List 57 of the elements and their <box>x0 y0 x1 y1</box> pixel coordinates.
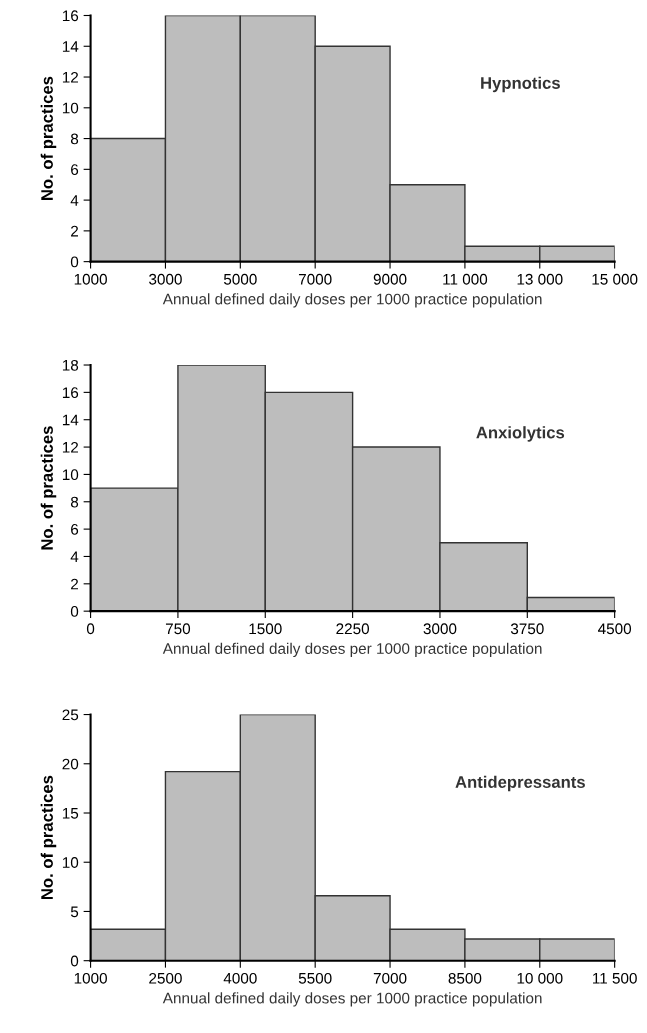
y-tick-label: 12 <box>62 71 79 83</box>
y-tick-label: 12 <box>62 441 79 453</box>
x-tick-label: 750 <box>165 623 191 635</box>
x-tick-label: 2500 <box>149 972 182 984</box>
x-tick-label: 2250 <box>336 623 370 635</box>
text: Antidepressants <box>455 775 585 792</box>
y-axis-title: No. of practices <box>40 426 57 550</box>
y-tick-label: 2 <box>71 578 79 590</box>
y-tick-label: 6 <box>71 523 79 535</box>
x-tick-label: 13 000 <box>517 273 563 285</box>
x-axis-title: Annual defined daily doses per 1000 practice population <box>162 642 542 658</box>
y-tick-label: 20 <box>62 758 79 770</box>
y-tick-label: 8 <box>70 496 79 508</box>
y-tick-label: 0 <box>70 256 79 268</box>
x-axis-title: Annual defined daily doses per 1000 practice population <box>162 293 542 308</box>
x-tick-label: 11 000 <box>443 273 488 285</box>
y-tick-label: 14 <box>62 41 79 52</box>
text: Hypnotics <box>481 76 560 93</box>
x-tick-label: 8500 <box>448 972 482 984</box>
x-tick-label: 15 000 <box>592 273 638 285</box>
y-tick-label: 16 <box>62 10 79 22</box>
x-tick-label: 3750 <box>510 623 544 635</box>
text: Anxiolytics <box>476 426 565 442</box>
x-tick-label: 0 <box>86 623 95 635</box>
x-tick-label: 3000 <box>149 273 182 285</box>
x-tick-label: 5500 <box>298 972 332 984</box>
x-tick-label: 1000 <box>74 972 107 984</box>
y-tick-label: 6 <box>71 164 79 176</box>
y-tick-label: 18 <box>62 359 79 371</box>
x-axis-title: Annual defined daily doses per 1000 practice population <box>162 992 542 1007</box>
y-tick-label: 14 <box>62 414 79 426</box>
y-tick-label: 0 <box>70 606 79 617</box>
x-tick-label: 1500 <box>249 623 282 635</box>
y-tick-label: 5 <box>70 906 79 918</box>
x-tick-label: 7000 <box>373 972 407 984</box>
y-tick-label: 8 <box>70 133 79 145</box>
x-tick-label: 1000 <box>74 273 107 285</box>
y-axis-title: No. of practices <box>40 775 57 900</box>
x-tick-label: 4000 <box>223 972 257 984</box>
x-tick-label: 5000 <box>223 273 257 285</box>
x-tick-label: 4500 <box>598 623 632 635</box>
y-tick-label: 25 <box>62 709 79 721</box>
x-tick-label: 10 000 <box>517 972 563 984</box>
y-tick-label: 2 <box>71 225 79 237</box>
x-tick-label: 11 500 <box>593 972 637 984</box>
y-tick-label: 15 <box>62 808 79 819</box>
x-tick-label: 7000 <box>298 273 332 285</box>
y-tick-label: 4 <box>70 195 79 206</box>
y-tick-label: 16 <box>62 387 79 399</box>
x-tick-label: 3000 <box>423 623 457 635</box>
y-tick-label: 10 <box>62 469 79 481</box>
y-tick-label: 10 <box>62 102 79 114</box>
y-tick-label: 10 <box>62 857 79 868</box>
y-tick-label: 4 <box>70 551 79 562</box>
x-tick-label: 9000 <box>373 273 407 285</box>
y-axis-title: No. of practices <box>40 76 57 200</box>
y-tick-label: 0 <box>70 955 79 967</box>
